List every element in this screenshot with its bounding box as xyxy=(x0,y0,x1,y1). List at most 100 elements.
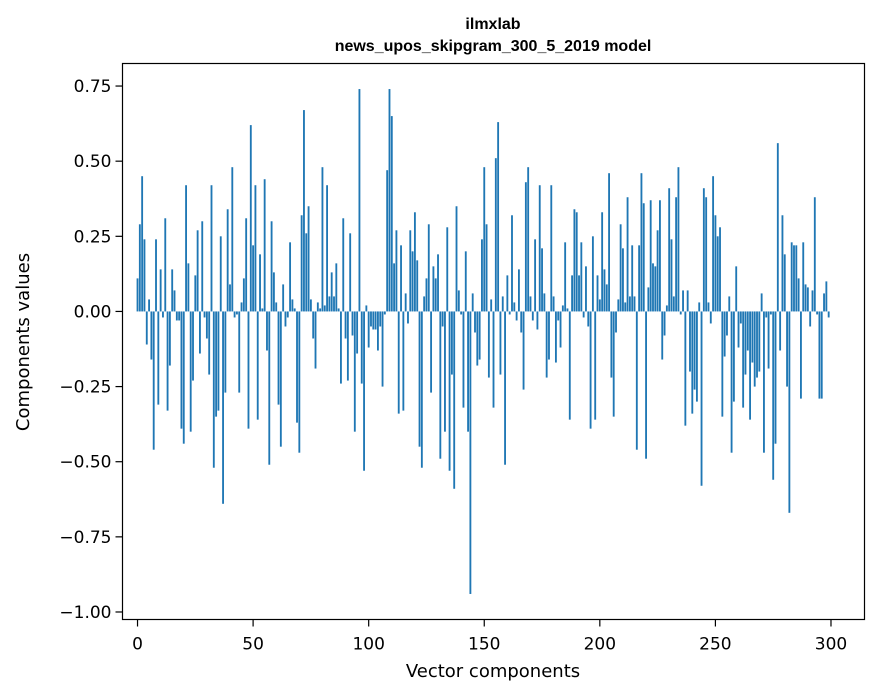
bar xyxy=(383,311,386,315)
bar xyxy=(758,311,761,372)
bar xyxy=(737,311,740,348)
bar xyxy=(192,311,194,381)
bar xyxy=(619,224,622,312)
bar xyxy=(316,302,319,312)
bar xyxy=(820,311,823,399)
bar xyxy=(543,293,546,312)
bar xyxy=(520,311,523,333)
bar xyxy=(393,263,396,312)
bar xyxy=(162,311,164,318)
bar xyxy=(598,299,601,312)
x-tick-label: 150 xyxy=(468,635,500,655)
bar xyxy=(663,311,666,336)
bar xyxy=(515,311,518,321)
bar xyxy=(189,311,192,432)
bar xyxy=(467,311,469,432)
bar xyxy=(217,311,220,411)
bar xyxy=(164,218,167,312)
bar xyxy=(559,311,562,348)
bar xyxy=(561,305,564,312)
bar xyxy=(705,197,708,312)
bar xyxy=(524,182,527,312)
bar xyxy=(430,311,433,393)
bar xyxy=(400,245,402,312)
bar xyxy=(552,296,555,312)
bar xyxy=(691,311,694,414)
y-tick-label: −0.75 xyxy=(59,528,111,548)
bar xyxy=(434,278,437,312)
bar xyxy=(462,311,465,408)
bar xyxy=(326,185,328,312)
bar xyxy=(548,311,550,360)
y-tick-label: −1.00 xyxy=(59,603,111,623)
bar xyxy=(665,305,668,312)
bar xyxy=(224,311,227,393)
bar xyxy=(374,311,377,330)
bar xyxy=(772,311,775,480)
bar xyxy=(208,311,211,375)
bar xyxy=(626,197,629,312)
bar xyxy=(478,311,481,360)
bar xyxy=(508,311,511,315)
bar xyxy=(781,215,784,312)
bar xyxy=(793,245,795,312)
y-axis-ticks: 0.75 0.50 0.25 0.00 −0.25 −0.50 −0.75 −1.00 xyxy=(59,77,123,623)
bar xyxy=(370,311,372,327)
bar xyxy=(825,281,828,312)
bar xyxy=(407,311,409,324)
bar xyxy=(328,296,331,312)
bar xyxy=(601,212,604,312)
bar xyxy=(335,263,338,312)
bar xyxy=(638,245,641,312)
bar xyxy=(702,188,705,312)
bar xyxy=(732,311,735,402)
bar xyxy=(672,296,675,312)
bar xyxy=(795,245,798,312)
bar xyxy=(199,311,201,354)
bar xyxy=(259,254,261,312)
bar xyxy=(554,311,557,363)
bar xyxy=(238,311,241,393)
y-tick-label: 0.25 xyxy=(74,227,112,247)
bar xyxy=(136,278,139,312)
bar xyxy=(730,311,733,453)
bar xyxy=(647,287,650,312)
bar xyxy=(404,293,407,312)
bar xyxy=(210,185,213,312)
bar xyxy=(178,311,181,321)
bar xyxy=(689,311,691,372)
bar xyxy=(309,299,312,312)
bar xyxy=(726,311,728,336)
bar xyxy=(365,305,368,312)
bar xyxy=(506,275,509,312)
bar xyxy=(346,311,349,381)
bar xyxy=(522,311,525,390)
bar xyxy=(582,311,585,318)
bar xyxy=(201,221,204,312)
bar xyxy=(252,245,255,312)
bar xyxy=(628,296,631,312)
bar xyxy=(148,299,151,312)
bar xyxy=(751,311,754,363)
bar xyxy=(527,167,530,312)
bar xyxy=(340,311,342,384)
bar xyxy=(450,311,453,375)
bar xyxy=(485,224,488,312)
bar xyxy=(168,311,171,366)
bar xyxy=(531,311,534,321)
bar xyxy=(783,254,786,312)
bar xyxy=(344,311,347,339)
bar xyxy=(460,311,463,315)
bar xyxy=(279,311,282,447)
bar xyxy=(296,311,298,423)
bar xyxy=(633,296,636,312)
bar xyxy=(351,311,354,336)
bar xyxy=(668,188,671,312)
bar xyxy=(330,272,333,312)
bar xyxy=(254,185,257,312)
bar xyxy=(679,311,682,315)
bar xyxy=(185,185,187,312)
bar xyxy=(677,167,680,312)
bar xyxy=(707,302,710,312)
